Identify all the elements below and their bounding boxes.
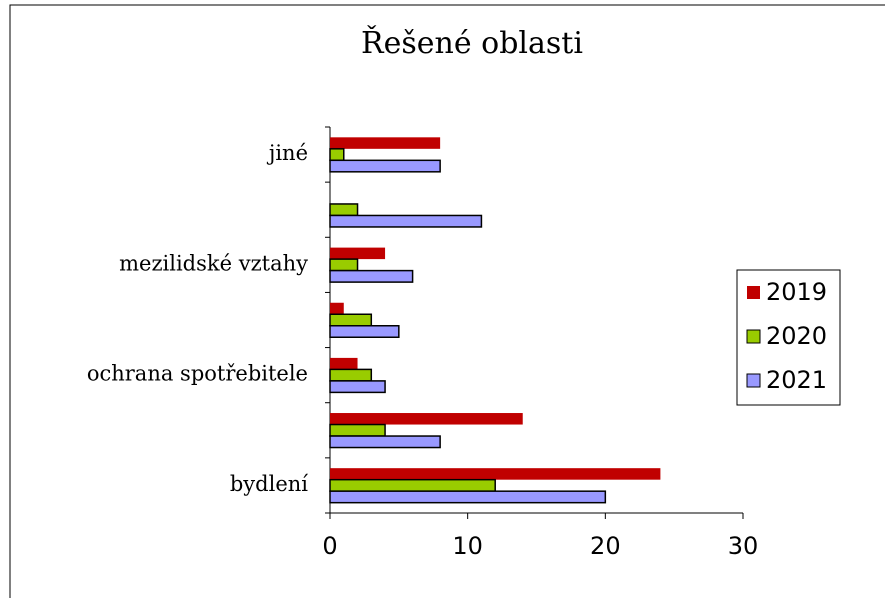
bar bbox=[330, 247, 386, 260]
bar bbox=[329, 423, 386, 437]
bar bbox=[329, 325, 400, 338]
y-tick-label: jiné bbox=[266, 141, 308, 165]
bar bbox=[329, 478, 496, 492]
x-tick-label: 30 bbox=[728, 532, 759, 560]
bar bbox=[329, 159, 441, 173]
y-tick-label: mezilidské vztahy bbox=[119, 251, 308, 275]
chart-frame bbox=[9, 4, 885, 598]
bar bbox=[329, 435, 441, 449]
legend-label: 2019 bbox=[766, 278, 827, 306]
legend-label: 2020 bbox=[766, 322, 827, 350]
bar bbox=[330, 302, 344, 315]
bar bbox=[329, 214, 483, 228]
chart-title: Řešené oblasti bbox=[361, 25, 583, 61]
bar bbox=[329, 380, 386, 394]
bar bbox=[329, 368, 373, 382]
bar bbox=[330, 468, 661, 480]
bar bbox=[329, 148, 345, 162]
bar bbox=[330, 413, 523, 425]
y-tick-label: ochrana spotřebitele bbox=[87, 362, 308, 386]
bar bbox=[330, 137, 441, 149]
y-tick-label: bydlení bbox=[230, 472, 308, 496]
bar bbox=[329, 313, 373, 327]
x-tick-label: 20 bbox=[590, 532, 621, 560]
bar bbox=[329, 269, 414, 283]
legend-label: 2021 bbox=[766, 366, 827, 394]
legend-swatch bbox=[746, 329, 761, 344]
legend-swatch bbox=[746, 373, 761, 388]
bar bbox=[329, 490, 607, 504]
x-tick-label: 10 bbox=[452, 532, 483, 560]
bar bbox=[329, 258, 359, 272]
legend-swatch bbox=[747, 286, 760, 299]
bar bbox=[330, 357, 358, 370]
bar bbox=[329, 203, 359, 217]
x-tick-label: 0 bbox=[322, 532, 337, 560]
